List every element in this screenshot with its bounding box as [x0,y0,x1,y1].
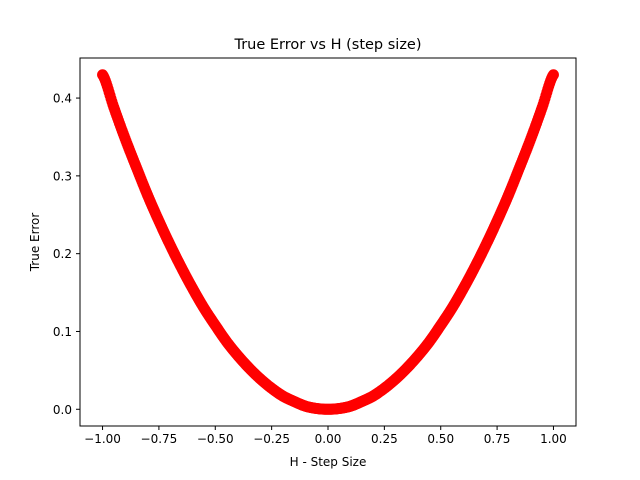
data-points [97,69,559,415]
y-axis-ticks: 0.0 0.1 0.2 0.3 0.4 [53,92,80,417]
y-tick-label: 0.4 [53,92,72,106]
x-tick-label: 0.50 [427,432,454,446]
y-tick-label: 0.0 [53,403,72,417]
x-axis-ticks: −1.00 −0.75 −0.50 −0.25 0.00 0.25 0.50 0.75 1.00 [84,426,567,446]
x-tick-label: 0.25 [371,432,398,446]
x-tick-label: 0.75 [484,432,511,446]
x-tick-label: 1.00 [540,432,567,446]
chart-title: True Error vs H (step size) [233,37,421,53]
x-axis-label: H - Step Size [290,455,367,469]
x-tick-label: 0.00 [315,432,342,446]
y-tick-label: 0.3 [53,169,72,183]
x-tick-label: −0.50 [197,432,234,446]
x-tick-label: −0.25 [253,432,290,446]
x-tick-label: −0.75 [141,432,178,446]
data-point [547,69,559,81]
y-tick-label: 0.2 [53,247,72,261]
y-tick-label: 0.1 [53,325,72,339]
x-tick-label: −1.00 [84,432,121,446]
y-axis-label: True Error [28,213,42,273]
